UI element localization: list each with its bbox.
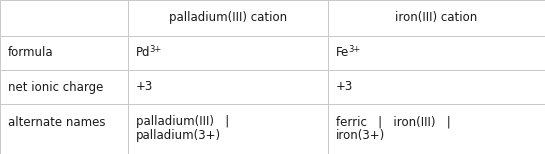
Bar <box>128 104 328 154</box>
Text: +3: +3 <box>336 81 353 93</box>
Bar <box>328 70 545 104</box>
Text: palladium(3+): palladium(3+) <box>136 130 221 142</box>
Bar <box>328 104 545 154</box>
Bar <box>128 70 328 104</box>
Bar <box>0 0 128 36</box>
Text: palladium(III)   |: palladium(III) | <box>136 116 229 128</box>
Text: formula: formula <box>8 47 53 59</box>
Text: +3: +3 <box>136 81 153 93</box>
Text: net ionic charge: net ionic charge <box>8 81 104 93</box>
Bar <box>0 104 128 154</box>
Bar <box>128 36 328 70</box>
Text: 3+: 3+ <box>348 45 360 53</box>
Bar <box>0 70 128 104</box>
Text: 3+: 3+ <box>149 45 161 53</box>
Bar <box>328 0 545 36</box>
Text: iron(3+): iron(3+) <box>336 130 385 142</box>
Bar <box>0 36 128 70</box>
Text: palladium(III) cation: palladium(III) cation <box>169 12 287 24</box>
Text: Fe: Fe <box>336 47 349 59</box>
Text: iron(III) cation: iron(III) cation <box>395 12 477 24</box>
Bar <box>328 36 545 70</box>
Text: Pd: Pd <box>136 47 150 59</box>
Text: alternate names: alternate names <box>8 116 106 128</box>
Text: ferric   |   iron(III)   |: ferric | iron(III) | <box>336 116 451 128</box>
Bar <box>128 0 328 36</box>
